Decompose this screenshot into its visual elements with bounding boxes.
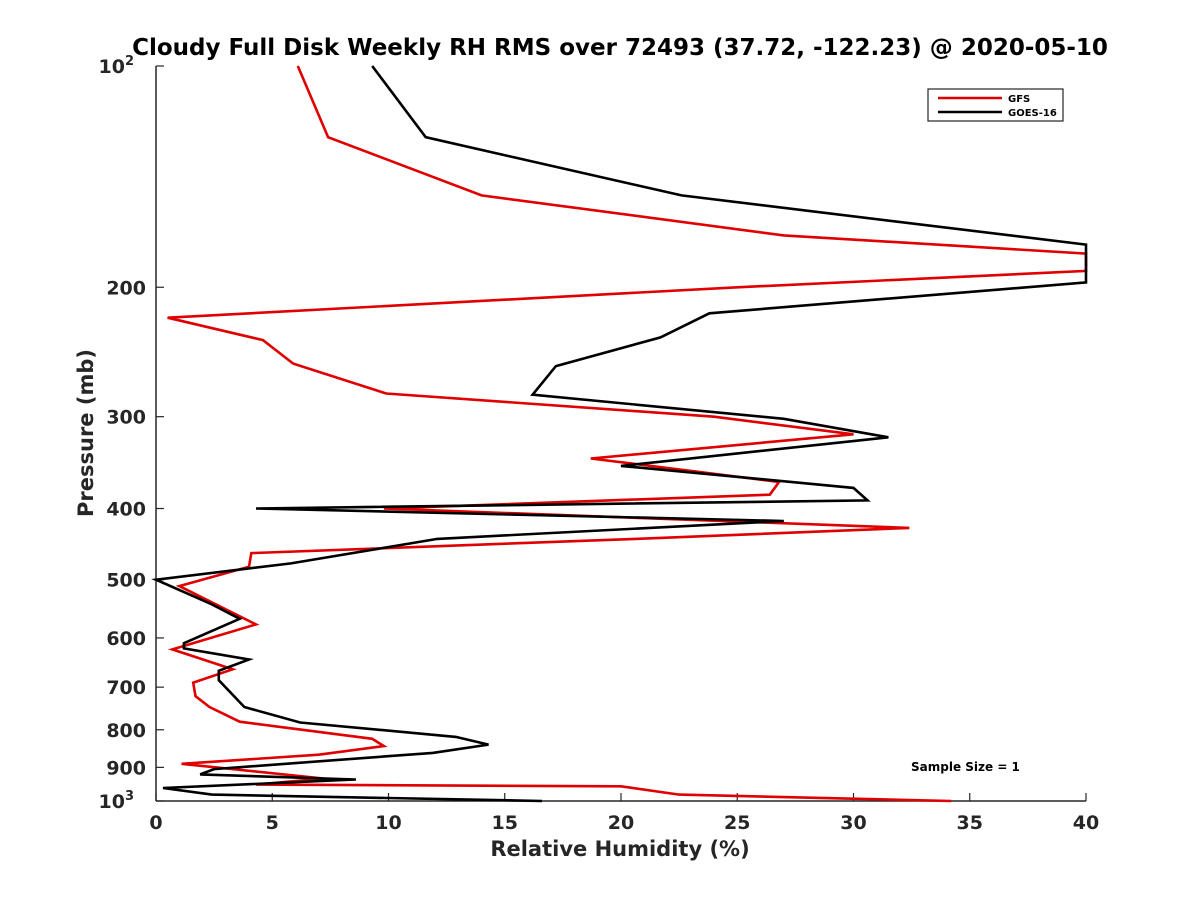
y-tick-label: 102 [99,54,135,78]
y-tick-label: 200 [106,277,146,299]
legend-box [927,88,1064,122]
series-line-gfs [167,65,1088,803]
y-tick-label: 400 [106,499,146,521]
x-tick-label: 20 [608,812,634,834]
legend-label: GOES-16 [1008,108,1057,119]
x-tick-label: 35 [957,812,983,834]
x-axis-label: Relative Humidity (%) [490,837,749,861]
y-tick-label: 300 [106,407,146,429]
x-tick-label: 25 [724,812,750,834]
x-tick-label: 0 [149,812,162,834]
y-tick-label: 700 [106,677,146,699]
y-tick-label: 500 [106,570,146,592]
y-tick-label: 600 [106,628,146,650]
x-tick-label: 15 [492,812,518,834]
sample-size-annotation: Sample Size = 1 [911,760,1020,774]
x-tick-label: 30 [840,812,866,834]
y-tick-label: 800 [106,720,146,742]
y-tick-label: 900 [106,757,146,779]
legend: GFS GOES-16 [927,88,1064,122]
series-line-goes-16 [151,65,1088,803]
y-axis-label: Pressure (mb) [74,349,98,517]
chart-title: Cloudy Full Disk Weekly RH RMS over 7249… [132,35,1108,61]
plot-area: 0 5 10 15 20 25 30 35 40 102 200 300 400 500 600 700 800… [99,54,1100,834]
x-tick-label: 40 [1073,812,1099,834]
legend-label: GFS [1008,94,1030,105]
y-tick-label: 103 [99,789,135,813]
x-tick-label: 10 [375,812,401,834]
x-tick-label: 5 [266,812,279,834]
